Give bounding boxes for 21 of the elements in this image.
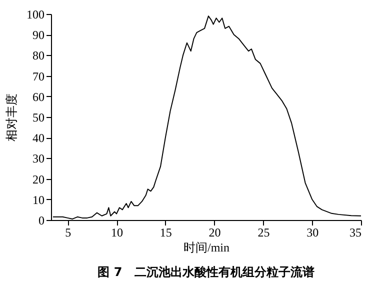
- text: 图 7 二沉池出水酸性有机组分粒子流谱: [98, 265, 314, 279]
- x-tick-label: 5: [65, 226, 72, 240]
- x-tick-label: 30: [306, 226, 319, 240]
- y-tick-label: 20: [32, 172, 44, 186]
- y-tick-label: 10: [32, 192, 44, 207]
- y-tick-label: 60: [32, 90, 44, 104]
- y-tick-label: 100: [26, 8, 44, 22]
- x-tick-label: 20: [208, 226, 221, 240]
- y-axis-title: 相对丰度: [4, 94, 18, 142]
- y-tick-label: 90: [32, 28, 44, 42]
- y-tick-label: 80: [32, 48, 44, 63]
- y-tick-label: 70: [32, 69, 44, 84]
- y-tick-label: 50: [32, 110, 44, 124]
- y-tick-label: 0: [38, 214, 44, 228]
- x-tick-label: 25: [258, 226, 270, 240]
- y-tick-label: 40: [32, 131, 44, 146]
- x-tick-label: 10: [111, 226, 124, 240]
- x-tick-label: 15: [160, 226, 172, 240]
- x-tick-label: 35: [350, 226, 362, 240]
- y-tick-label: 30: [32, 152, 44, 166]
- x-axis-title: 时间/min: [183, 240, 230, 254]
